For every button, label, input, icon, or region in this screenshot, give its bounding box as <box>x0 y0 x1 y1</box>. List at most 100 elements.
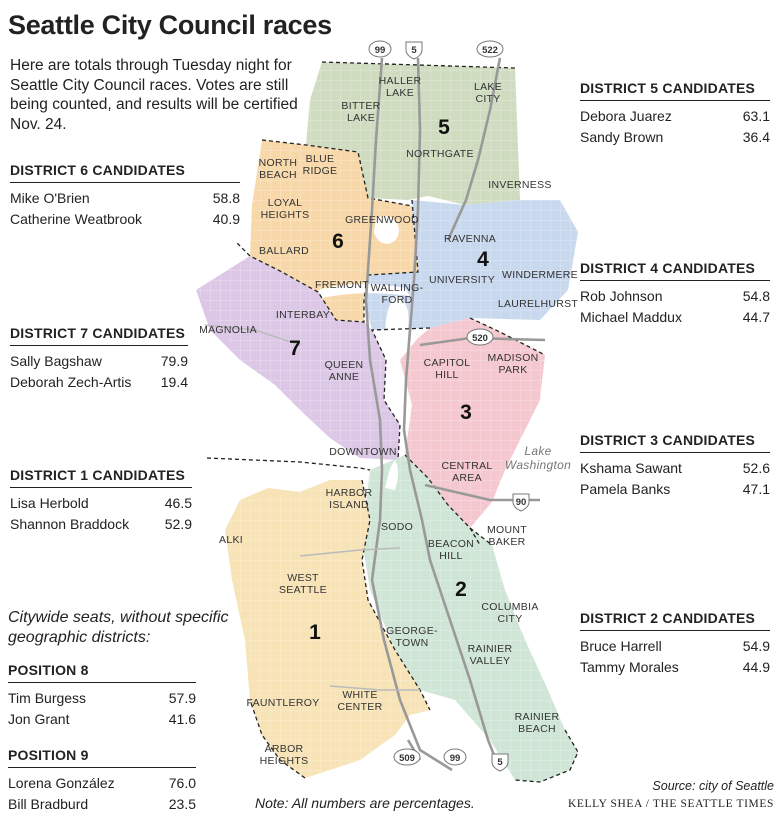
district-number-1: 1 <box>309 621 321 644</box>
candidate-row: Rob Johnson 54.8 <box>580 286 770 307</box>
district-number-6: 6 <box>332 230 344 253</box>
candidate-pct: 44.7 <box>742 309 770 325</box>
label-central-area: CENTRAL AREA <box>441 460 492 484</box>
candidate-name: Jon Grant <box>8 711 70 727</box>
label-windermere: WINDERMERE <box>502 269 578 281</box>
label-northgate: NORTHGATE <box>406 148 474 160</box>
label-white-center: WHITE CENTER <box>338 689 383 713</box>
candidate-pct: 19.4 <box>160 374 188 390</box>
district-number-2: 2 <box>455 578 467 601</box>
svg-text:5: 5 <box>497 757 503 768</box>
label-laurelhurst: LAURELHURST <box>498 298 579 310</box>
label-fremont: FREMONT <box>315 279 369 291</box>
candidate-pct: 52.6 <box>742 460 770 476</box>
highway-99-south-shield: 99 <box>443 748 467 766</box>
ship-canal <box>318 283 410 298</box>
label-university: UNIVERSITY <box>429 274 495 286</box>
district-2-header: DISTRICT 2 CANDIDATES <box>580 610 770 631</box>
candidate-row: Tim Burgess 57.9 <box>8 688 196 709</box>
highway-99-north-shield: 99 <box>368 40 392 58</box>
candidate-name: Rob Johnson <box>580 288 663 304</box>
district-1-results: DISTRICT 1 CANDIDATES Lisa Herbold 46.5 S… <box>10 467 192 535</box>
district-4-header: DISTRICT 4 CANDIDATES <box>580 260 770 281</box>
label-lake-washington: Lake Washington <box>505 444 571 472</box>
candidate-name: Shannon Braddock <box>10 516 130 532</box>
label-georgetown: GEORGE-TOWN <box>386 625 438 649</box>
district-6-results: DISTRICT 6 CANDIDATES Mike O'Brien 58.8 C… <box>10 162 240 230</box>
svg-text:99: 99 <box>375 45 386 56</box>
highway-520-shield: 520 <box>466 328 494 346</box>
candidate-pct: 76.0 <box>168 775 196 791</box>
candidate-name: Tammy Morales <box>580 659 679 675</box>
svg-text:522: 522 <box>482 45 498 56</box>
candidate-row: Kshama Sawant 52.6 <box>580 458 770 479</box>
district-2-results: DISTRICT 2 CANDIDATES Bruce Harrell 54.9 … <box>580 610 770 678</box>
district-6-header: DISTRICT 6 CANDIDATES <box>10 162 240 183</box>
candidate-pct: 41.6 <box>168 711 196 727</box>
candidate-row: Bill Bradburd 23.5 <box>8 794 196 815</box>
district-numbers: 1 2 3 4 5 6 7 <box>289 116 489 644</box>
label-downtown: DOWNTOWN <box>329 446 397 458</box>
candidate-pct: 44.9 <box>742 659 770 675</box>
candidate-row: Mike O'Brien 58.8 <box>10 188 240 209</box>
district-number-3: 3 <box>460 401 472 424</box>
candidate-name: Bruce Harrell <box>580 638 662 654</box>
label-columbia-city: COLUMBIA CITY <box>481 601 538 625</box>
label-rainier-beach: RAINIER BEACH <box>515 711 560 735</box>
candidate-row: Catherine Weatbrook 40.9 <box>10 209 240 230</box>
label-harbor-island: HARBOR ISLAND <box>326 487 373 511</box>
label-ballard: BALLARD <box>259 245 309 257</box>
district-5-results: DISTRICT 5 CANDIDATES Debora Juarez 63.1 … <box>580 80 770 148</box>
percentages-note: Note: All numbers are percentages. <box>255 795 475 811</box>
candidate-pct: 40.9 <box>212 211 240 227</box>
interstate-5-north-shield: 5 <box>405 41 423 60</box>
label-rainier-valley: RAINIER VALLEY <box>468 643 513 667</box>
district-number-7: 7 <box>289 337 301 360</box>
green-lake <box>374 216 399 244</box>
candidate-row: Lorena González 76.0 <box>8 773 196 794</box>
candidate-row: Debora Juarez 63.1 <box>580 106 770 127</box>
candidate-pct: 46.5 <box>164 495 192 511</box>
label-beacon-hill: BEACON HILL <box>428 538 474 562</box>
candidate-name: Tim Burgess <box>8 690 87 706</box>
candidate-pct: 54.8 <box>742 288 770 304</box>
label-haller-lake: HALLER LAKE <box>379 75 422 99</box>
author-credit: KELLY SHEA / THE SEATTLE TIMES <box>567 798 774 810</box>
label-fauntleroy: FAUNTLEROY <box>246 697 319 709</box>
district-7-header: DISTRICT 7 CANDIDATES <box>10 325 188 346</box>
label-wallingford: WALLING-FORD <box>371 282 424 306</box>
candidate-row: Sally Bagshaw 79.9 <box>10 351 188 372</box>
label-magnolia: MAGNOLIA <box>199 324 257 336</box>
candidate-row: Lisa Herbold 46.5 <box>10 493 192 514</box>
label-north-beach: NORTH BEACH <box>259 157 298 181</box>
lake-union <box>385 296 409 356</box>
candidate-name: Debora Juarez <box>580 108 672 124</box>
svg-text:5: 5 <box>411 45 417 56</box>
candidate-name: Pamela Banks <box>580 481 671 497</box>
candidate-name: Lisa Herbold <box>10 495 89 511</box>
candidate-pct: 52.9 <box>164 516 192 532</box>
highway-509-shield: 509 <box>393 748 421 766</box>
candidate-row: Shannon Braddock 52.9 <box>10 514 192 535</box>
label-blue-ridge: BLUE RIDGE <box>303 153 338 177</box>
label-queen-anne: QUEEN ANNE <box>325 359 364 383</box>
district-3-results: DISTRICT 3 CANDIDATES Kshama Sawant 52.6 … <box>580 432 770 500</box>
svg-text:509: 509 <box>399 753 415 764</box>
svg-text:90: 90 <box>516 497 527 508</box>
duwamish-waterway <box>385 460 399 490</box>
intro-text: Here are totals through Tuesday night fo… <box>10 57 298 133</box>
candidate-pct: 57.9 <box>168 690 196 706</box>
candidate-row: Deborah Zech-Artis 19.4 <box>10 372 188 393</box>
position-8-results: POSITION 8 Tim Burgess 57.9 Jon Grant 41.6 <box>8 662 196 730</box>
citywide-note: Citywide seats, without specific geograp… <box>8 609 229 646</box>
candidate-row: Bruce Harrell 54.9 <box>580 636 770 657</box>
candidate-row: Michael Maddux 44.7 <box>580 307 770 328</box>
district-number-5: 5 <box>438 116 450 139</box>
position-9-results: POSITION 9 Lorena González 76.0 Bill Brad… <box>8 747 196 815</box>
candidate-name: Kshama Sawant <box>580 460 682 476</box>
candidate-name: Catherine Weatbrook <box>10 211 143 227</box>
label-interbay: INTERBAY <box>276 309 330 321</box>
district-number-4: 4 <box>477 248 489 271</box>
district-7-results: DISTRICT 7 CANDIDATES Sally Bagshaw 79.9 … <box>10 325 188 393</box>
